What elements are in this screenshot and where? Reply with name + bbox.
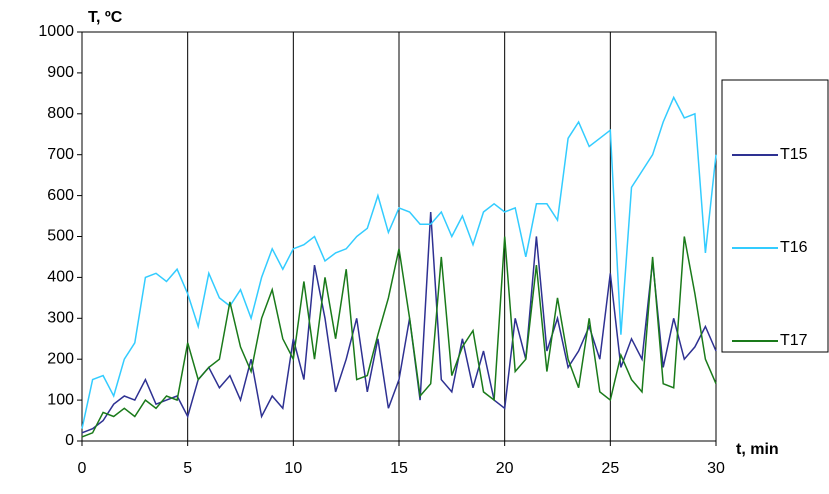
- x-tick-label: 25: [601, 460, 619, 477]
- x-tick-label: 20: [496, 460, 514, 477]
- y-tick-label: 300: [47, 310, 74, 327]
- y-tick-label: 100: [47, 391, 74, 408]
- series-line: [81, 211, 717, 434]
- y-tick-label: 700: [47, 146, 74, 163]
- legend-label: T17: [780, 332, 808, 349]
- legend-label: T16: [780, 239, 808, 256]
- x-tick-label: 10: [284, 460, 302, 477]
- y-tick-label: 900: [47, 64, 74, 81]
- legend-label: T15: [780, 146, 808, 163]
- legend-box: [721, 79, 829, 353]
- y-tick-label: 1000: [38, 23, 74, 40]
- x-tick-label: 0: [78, 460, 87, 477]
- y-tick-label: 400: [47, 269, 74, 286]
- y-tick-label: 600: [47, 187, 74, 204]
- series-line: [81, 95, 717, 429]
- y-axis-label: T, ºC: [88, 9, 123, 26]
- series-line: [81, 236, 717, 438]
- y-tick-label: 800: [47, 105, 74, 122]
- x-tick-label: 15: [390, 460, 408, 477]
- x-axis-label: t, min: [736, 441, 779, 458]
- y-tick-label: 0: [65, 432, 74, 449]
- x-tick-label: 5: [183, 460, 192, 477]
- y-tick-label: 200: [47, 350, 74, 367]
- x-tick-label: 30: [707, 460, 725, 477]
- y-tick-label: 500: [47, 228, 74, 245]
